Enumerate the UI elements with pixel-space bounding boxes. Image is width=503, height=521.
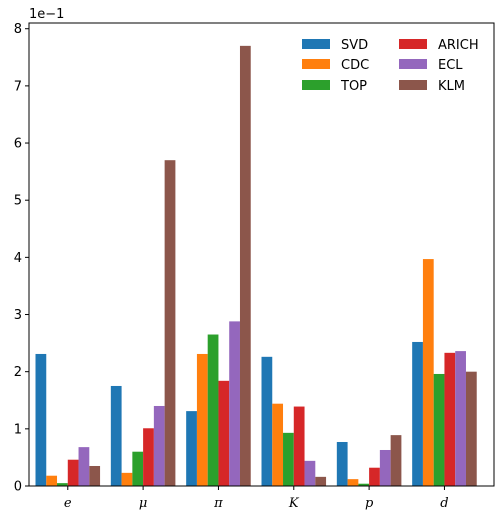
y-tick-label-1: 1 <box>14 422 22 437</box>
bar-top-4 <box>358 483 370 486</box>
bar-svd-2 <box>186 411 197 486</box>
bar-ecl-1 <box>153 405 165 486</box>
bar-klm-1 <box>164 160 176 486</box>
bar-svd-3 <box>261 356 273 486</box>
legend-label-arich: ARICH <box>438 38 479 53</box>
bar-klm-3 <box>315 476 327 486</box>
bar-cdc-0 <box>46 475 58 486</box>
legend-label-svd: SVD <box>341 38 368 53</box>
legend-label-top: TOP <box>340 79 367 94</box>
bar-klm-2 <box>239 45 251 487</box>
bar-top-1 <box>132 451 144 486</box>
y-tick-label-7: 7 <box>14 79 22 94</box>
legend-label-cdc: CDC <box>341 58 369 73</box>
y-tick-label-8: 8 <box>14 22 22 37</box>
bar-arich-2 <box>218 380 230 486</box>
plot-frame <box>28 22 495 487</box>
bar-svd-1 <box>110 385 122 486</box>
y-tick-label-0: 0 <box>14 480 22 495</box>
bar-arich-5 <box>444 352 456 486</box>
x-tick-label-4: p <box>365 496 374 511</box>
legend: SVD CDC TOP ARICH ECL KLM <box>302 38 479 94</box>
bar-ecl-0 <box>78 447 90 486</box>
y-tick-label-5: 5 <box>14 194 22 209</box>
bar-cdc-3 <box>272 403 284 486</box>
bar-arich-0 <box>67 459 79 486</box>
bar-arich-1 <box>143 428 154 486</box>
bar-ecl-2 <box>229 321 240 486</box>
bar-klm-4 <box>390 435 402 486</box>
y-tick-label-3: 3 <box>14 308 22 323</box>
y-offset-label: 1e−1 <box>29 7 64 22</box>
bar-arich-4 <box>369 467 380 486</box>
bar-arich-3 <box>293 406 305 486</box>
x-tick-label-2: π <box>213 496 223 511</box>
legend-label-ecl: ECL <box>438 58 463 73</box>
legend-swatch-arich <box>399 39 427 49</box>
x-tick-label-5: d <box>440 496 448 511</box>
bars-group <box>35 45 477 487</box>
y-tick-label-2: 2 <box>14 365 22 380</box>
y-axis: 0 1 2 3 4 5 6 7 8 <box>14 22 29 495</box>
y-tick-label-4: 4 <box>14 251 22 266</box>
bar-svd-0 <box>35 353 47 486</box>
x-tick-label-1: μ <box>139 496 147 511</box>
bar-klm-5 <box>465 371 477 486</box>
bar-top-2 <box>207 334 219 486</box>
legend-swatch-ecl <box>399 59 427 69</box>
legend-swatch-top <box>302 80 330 90</box>
bar-ecl-3 <box>304 460 316 486</box>
x-tick-label-0: e <box>64 496 72 511</box>
bar-cdc-5 <box>422 259 434 486</box>
legend-swatch-klm <box>399 80 427 90</box>
bar-ecl-4 <box>379 449 391 486</box>
bar-top-3 <box>283 432 294 486</box>
bar-svd-5 <box>412 341 423 486</box>
legend-swatch-svd <box>302 39 330 49</box>
bar-cdc-1 <box>121 472 133 486</box>
bar-svd-4 <box>336 441 348 486</box>
bar-cdc-2 <box>196 353 208 486</box>
bar-cdc-4 <box>347 479 359 486</box>
x-tick-label-3: K <box>288 496 300 511</box>
legend-label-klm: KLM <box>438 79 465 94</box>
bar-ecl-5 <box>455 351 466 486</box>
legend-swatch-cdc <box>302 59 330 69</box>
y-tick-label-6: 6 <box>14 137 22 152</box>
bar-klm-0 <box>89 465 101 486</box>
bar-top-5 <box>433 373 445 486</box>
bar-top-0 <box>57 483 68 486</box>
